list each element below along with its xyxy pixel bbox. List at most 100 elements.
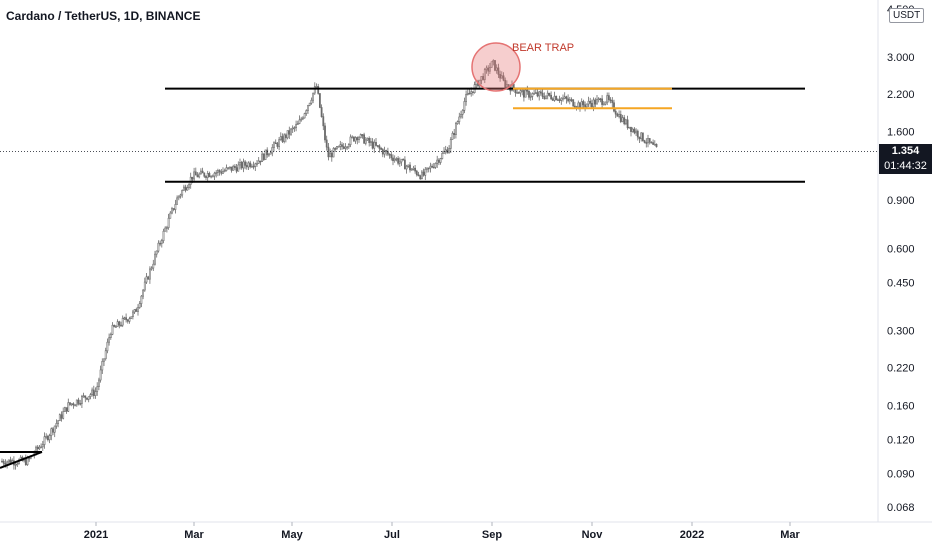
candle-body <box>113 324 116 327</box>
candle-body <box>500 75 503 79</box>
price-tick-label: 0.090 <box>887 469 915 481</box>
candle-body <box>36 446 39 450</box>
candle-body <box>545 95 547 99</box>
candle-body <box>568 99 571 102</box>
currency-unit-label[interactable]: USDT <box>889 8 925 23</box>
candle-body <box>155 250 158 255</box>
candle-body <box>108 337 111 343</box>
price-tick-label: 0.300 <box>887 326 915 338</box>
candle-body <box>257 160 260 164</box>
candle-body <box>181 189 184 196</box>
time-axis[interactable]: 2021 Mar May Jul Sep Nov 2022 Mar <box>84 522 801 541</box>
candle-body <box>274 142 277 145</box>
candle-body <box>259 160 262 163</box>
candle-body <box>551 98 554 101</box>
candle-body <box>313 86 316 94</box>
price-tick-label: 0.220 <box>887 362 915 374</box>
candle-body <box>426 167 428 170</box>
candle-body <box>267 153 270 156</box>
candle-body <box>249 162 252 167</box>
candle-body <box>152 263 155 269</box>
candle-body <box>397 158 400 164</box>
candle-body <box>208 173 211 178</box>
candle-body <box>432 166 435 169</box>
candle-body <box>327 146 330 158</box>
candle-body <box>205 176 207 178</box>
candle-body <box>497 67 500 75</box>
candle-body <box>553 95 556 101</box>
candle-body <box>451 132 454 140</box>
candle-body <box>641 132 644 142</box>
candle-body <box>318 93 321 108</box>
candle-body <box>176 197 179 205</box>
candle-body <box>210 175 213 178</box>
candle-body <box>276 143 279 147</box>
candle-body <box>295 124 298 128</box>
candle-body <box>618 114 621 117</box>
candle-body <box>439 158 442 163</box>
candle-body <box>531 93 534 97</box>
candle-body <box>115 326 117 328</box>
candle-body <box>227 167 230 169</box>
candle-body <box>375 142 377 146</box>
candle-body <box>556 99 559 101</box>
candle-body <box>592 99 595 108</box>
candle-body <box>584 104 587 108</box>
candle-body <box>217 170 219 173</box>
candle-body <box>449 139 452 149</box>
price-tick-label: 2.200 <box>887 89 915 101</box>
candle-body <box>436 159 439 164</box>
candle-body <box>91 389 94 395</box>
candle-body <box>524 89 527 98</box>
candle-body <box>82 395 85 398</box>
candle-body <box>587 100 590 105</box>
candle-body <box>363 134 366 144</box>
candle-body <box>392 157 394 161</box>
candle-body <box>388 153 391 156</box>
candle-body <box>434 163 437 168</box>
candle-body <box>142 289 145 297</box>
candle-body <box>81 396 83 404</box>
candle-body <box>385 150 388 152</box>
candle-body <box>296 123 299 125</box>
candle-body <box>601 98 604 105</box>
candle-body <box>70 403 73 405</box>
candle-body <box>332 148 335 158</box>
candle-body <box>613 102 615 112</box>
candle-body <box>121 317 124 326</box>
candle-body <box>193 171 196 180</box>
candle-body <box>293 127 296 129</box>
candle-body <box>147 276 150 280</box>
candle-body <box>239 162 241 166</box>
candle-body <box>126 319 129 322</box>
price-axis[interactable]: 4.5003.0002.2001.6000.9000.6000.4500.300… <box>887 4 915 514</box>
candle-body <box>74 404 77 407</box>
candle-body <box>448 148 451 154</box>
candle-body <box>419 175 422 180</box>
candle-body <box>138 303 141 308</box>
candle-body <box>60 414 63 419</box>
candle-body <box>490 61 493 68</box>
candle-body <box>57 420 60 424</box>
candle-body <box>565 96 568 100</box>
candle-body <box>519 90 522 94</box>
candle-body <box>652 142 655 145</box>
candle-body <box>619 114 622 122</box>
candle-body <box>50 428 53 436</box>
candle-body <box>621 117 624 122</box>
candle-body <box>550 94 553 100</box>
candle-body <box>631 128 634 132</box>
candle-body <box>177 195 180 199</box>
candle-body <box>188 184 190 189</box>
candle-body <box>354 137 357 142</box>
candle-body <box>213 172 216 177</box>
candle-body <box>626 119 629 128</box>
candle-body <box>106 341 109 352</box>
candle-body <box>307 105 309 111</box>
candle-body <box>160 240 163 244</box>
candle-body <box>305 110 308 114</box>
candle-body <box>405 165 408 170</box>
candle-body <box>103 358 105 362</box>
candle-body <box>562 97 564 100</box>
